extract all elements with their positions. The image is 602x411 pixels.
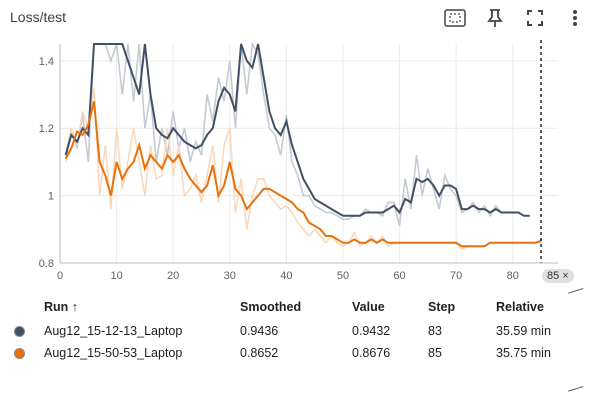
- relative-time: 35.59 min: [496, 324, 551, 338]
- step-cursor-badge[interactable]: 85 ×: [542, 269, 574, 283]
- series-raw-line: [64, 41, 530, 227]
- y-tick-label: 1.2: [39, 123, 54, 135]
- smoothed-value: 0.9436: [240, 324, 279, 338]
- x-tick-label: 10: [110, 270, 122, 282]
- run-color-swatch: [14, 326, 25, 338]
- more-vert-icon: [573, 10, 577, 26]
- run-header[interactable]: Run ↑: [44, 300, 79, 314]
- color-header: [8, 296, 44, 320]
- card-toolbar: [442, 6, 588, 30]
- raw-value: 0.8676: [352, 346, 391, 360]
- y-tick-label: 0.8: [39, 258, 54, 270]
- fit-domain-button[interactable]: [442, 6, 468, 30]
- step-value: 83: [428, 324, 442, 338]
- series-raw-line: [64, 87, 542, 251]
- series-smoothed-line: [64, 43, 530, 217]
- more-options-button[interactable]: [562, 6, 588, 30]
- fullscreen-icon: [527, 10, 543, 26]
- run-name: Aug12_15-50-53_Laptop: [44, 346, 183, 360]
- x-tick-label: 20: [167, 270, 179, 282]
- pin-button[interactable]: [482, 6, 508, 30]
- x-tick-label: 40: [280, 270, 292, 282]
- y-tick-label: 1: [48, 191, 54, 203]
- run-color-swatch: [14, 348, 25, 360]
- x-tick-label: 60: [393, 270, 405, 282]
- x-tick-label: 80: [507, 270, 519, 282]
- table-header-row: Run ↑ Smoothed Value Step Relative: [8, 296, 578, 320]
- chart-grid: [59, 44, 558, 264]
- raw-value: 0.9432: [352, 324, 391, 338]
- x-tick-label: 70: [450, 270, 462, 282]
- card-resize-handle[interactable]: ╱: [568, 381, 584, 397]
- pin-icon: [487, 9, 503, 27]
- relative-header[interactable]: Relative: [496, 300, 544, 314]
- x-tick-label: 50: [337, 270, 349, 282]
- chart-series: [64, 40, 542, 263]
- table-row: Aug12_15-50-53_Laptop 0.8652 0.8676 85 3…: [8, 342, 578, 364]
- run-tooltip-table: Run ↑ Smoothed Value Step Relative Aug12…: [8, 296, 578, 364]
- step-cursor-label: 85: [547, 270, 560, 282]
- close-icon[interactable]: ×: [562, 270, 569, 282]
- y-tick-label: 1.4: [39, 56, 54, 68]
- series-smoothed-line: [64, 101, 542, 248]
- value-header[interactable]: Value: [352, 300, 385, 314]
- fit-domain-icon: [444, 9, 466, 27]
- run-name: Aug12_15-12-13_Laptop: [44, 324, 183, 338]
- smoothed-header[interactable]: Smoothed: [240, 300, 302, 314]
- line-chart[interactable]: 0 10 20 30 40 50 60 70 80 0.8 1 1.2 1.4: [0, 30, 602, 292]
- chart-axes: 0 10 20 30 40 50 60 70 80 0.8 1 1.2 1.4: [39, 44, 558, 282]
- table-row: Aug12_15-12-13_Laptop 0.9436 0.9432 83 3…: [8, 320, 578, 342]
- x-tick-label: 30: [224, 270, 236, 282]
- card-title: Loss/test: [10, 9, 67, 25]
- fullscreen-button[interactable]: [522, 6, 548, 30]
- x-tick-label: 0: [57, 270, 63, 282]
- relative-time: 35.75 min: [496, 346, 551, 360]
- step-header[interactable]: Step: [428, 300, 456, 314]
- smoothed-value: 0.8652: [240, 346, 279, 360]
- step-value: 85: [428, 346, 442, 360]
